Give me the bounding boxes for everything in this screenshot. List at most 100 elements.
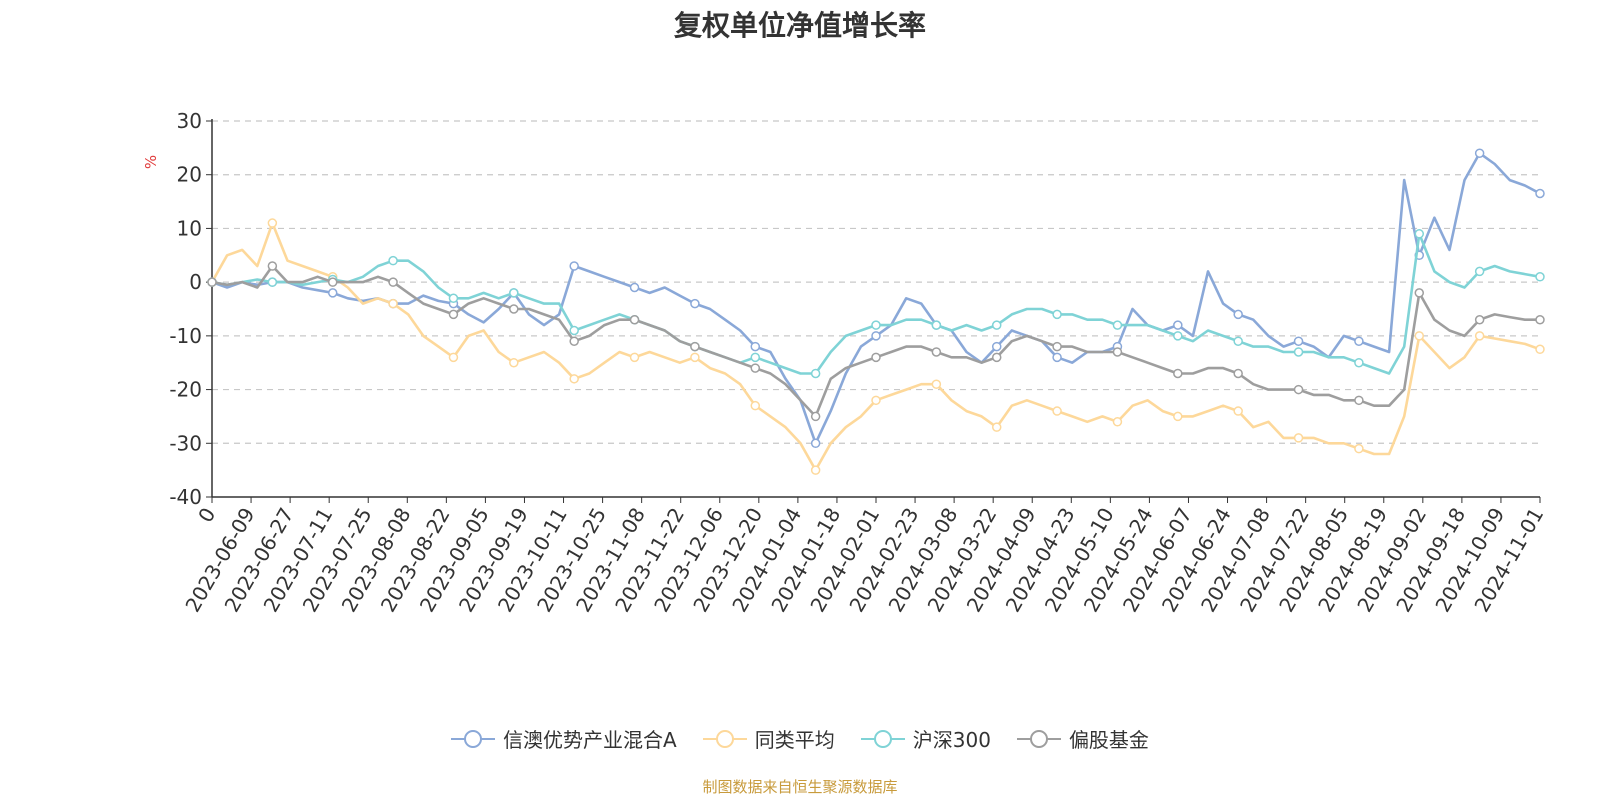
data-point[interactable] (1293, 347, 1304, 357)
data-point[interactable] (750, 352, 761, 363)
legend-label: 信澳优势产业混合A (503, 728, 677, 752)
chart-title: 复权单位净值增长率 (673, 9, 926, 42)
data-point[interactable] (1535, 344, 1545, 355)
data-point[interactable] (690, 352, 700, 363)
data-point[interactable] (871, 352, 881, 363)
legend-marker-icon (702, 729, 747, 748)
data-point[interactable] (931, 347, 942, 357)
data-point[interactable] (1474, 331, 1485, 341)
data-point[interactable] (629, 314, 640, 325)
data-point[interactable] (931, 379, 942, 389)
data-point[interactable] (1414, 229, 1425, 239)
series-line-1 (210, 221, 1541, 472)
data-point[interactable] (1173, 411, 1183, 422)
data-point[interactable] (991, 352, 1002, 363)
data-point[interactable] (569, 336, 579, 346)
data-point[interactable] (1354, 336, 1364, 346)
legend-marker-icon (1016, 729, 1061, 748)
data-point[interactable] (1414, 288, 1425, 298)
data-point[interactable] (1414, 331, 1425, 341)
data-point[interactable] (448, 352, 459, 363)
data-point[interactable] (810, 465, 821, 475)
data-point[interactable] (1474, 266, 1485, 277)
data-point[interactable] (1293, 336, 1304, 346)
data-point[interactable] (1112, 417, 1123, 427)
data-point[interactable] (509, 288, 519, 298)
y-tick-label: -10 (169, 324, 202, 348)
data-point[interactable] (448, 309, 459, 320)
y-tick-label: 0 (189, 270, 202, 294)
data-point[interactable] (1112, 320, 1123, 330)
data-point[interactable] (690, 341, 700, 352)
data-point[interactable] (569, 374, 579, 384)
data-point[interactable] (750, 400, 761, 411)
data-point[interactable] (1112, 347, 1123, 357)
data-point[interactable] (690, 298, 700, 309)
series-lines (207, 148, 1545, 475)
data-point[interactable] (1173, 331, 1183, 341)
data-point[interactable] (569, 261, 579, 271)
data-point[interactable] (1293, 433, 1304, 443)
data-point[interactable] (327, 288, 338, 298)
data-point[interactable] (1233, 309, 1243, 320)
data-point[interactable] (1474, 314, 1485, 325)
data-point[interactable] (1233, 368, 1243, 379)
y-tick-labels: 30 20 10 0 -10 -20 -30 -40 (169, 109, 202, 509)
legend-marker-icon (860, 729, 905, 748)
axes (206, 119, 1541, 503)
data-point[interactable] (388, 277, 398, 287)
data-point[interactable] (267, 277, 278, 287)
legend-item[interactable]: 同类平均 (702, 724, 835, 753)
data-point[interactable] (1474, 148, 1485, 158)
y-tick-label: -20 (169, 378, 202, 402)
data-point[interactable] (267, 218, 278, 228)
legend-item[interactable]: 沪深300 (860, 724, 991, 753)
data-point[interactable] (569, 325, 579, 336)
data-point[interactable] (991, 422, 1002, 432)
data-point[interactable] (810, 438, 821, 449)
data-point[interactable] (1173, 368, 1183, 379)
data-point[interactable] (810, 368, 821, 379)
data-point[interactable] (1535, 272, 1545, 282)
legend-item[interactable]: 偏股基金 (1016, 724, 1149, 753)
legend-item[interactable]: 信澳优势产业混合A (451, 724, 677, 753)
data-point[interactable] (1173, 320, 1183, 330)
data-point[interactable] (629, 282, 640, 293)
legend-label: 同类平均 (754, 728, 835, 752)
data-point[interactable] (810, 411, 821, 422)
y-tick-label: -40 (169, 485, 202, 509)
data-point[interactable] (509, 304, 519, 314)
data-point[interactable] (267, 261, 278, 271)
data-point[interactable] (991, 320, 1002, 330)
data-point[interactable] (1052, 309, 1062, 320)
data-point[interactable] (1052, 406, 1062, 416)
data-point[interactable] (207, 277, 217, 287)
data-point[interactable] (1233, 406, 1243, 416)
data-point[interactable] (1354, 357, 1364, 368)
data-point[interactable] (1233, 336, 1243, 346)
data-point[interactable] (509, 357, 519, 368)
data-point[interactable] (931, 320, 942, 330)
data-point[interactable] (750, 363, 761, 373)
data-point[interactable] (1052, 352, 1062, 363)
data-point[interactable] (1052, 341, 1062, 352)
data-point[interactable] (871, 395, 881, 406)
data-point[interactable] (871, 331, 881, 341)
data-point[interactable] (991, 341, 1002, 352)
y-tick-label: 20 (177, 163, 202, 187)
data-point[interactable] (1535, 314, 1545, 325)
data-point[interactable] (1354, 443, 1364, 454)
data-point[interactable] (388, 298, 398, 309)
data-point[interactable] (388, 255, 398, 266)
data-point[interactable] (871, 320, 881, 330)
data-point[interactable] (1354, 395, 1364, 406)
x-tick-labels: 02023-06-092023-06-272023-07-112023-07-2… (180, 503, 1548, 616)
y-tick-label: -30 (169, 431, 202, 455)
data-point[interactable] (629, 352, 640, 363)
data-point[interactable] (327, 277, 338, 287)
data-point[interactable] (750, 341, 761, 352)
y-axis-label: % (142, 155, 160, 169)
data-point[interactable] (1293, 384, 1304, 395)
data-point[interactable] (448, 293, 459, 304)
data-point[interactable] (1535, 188, 1545, 199)
